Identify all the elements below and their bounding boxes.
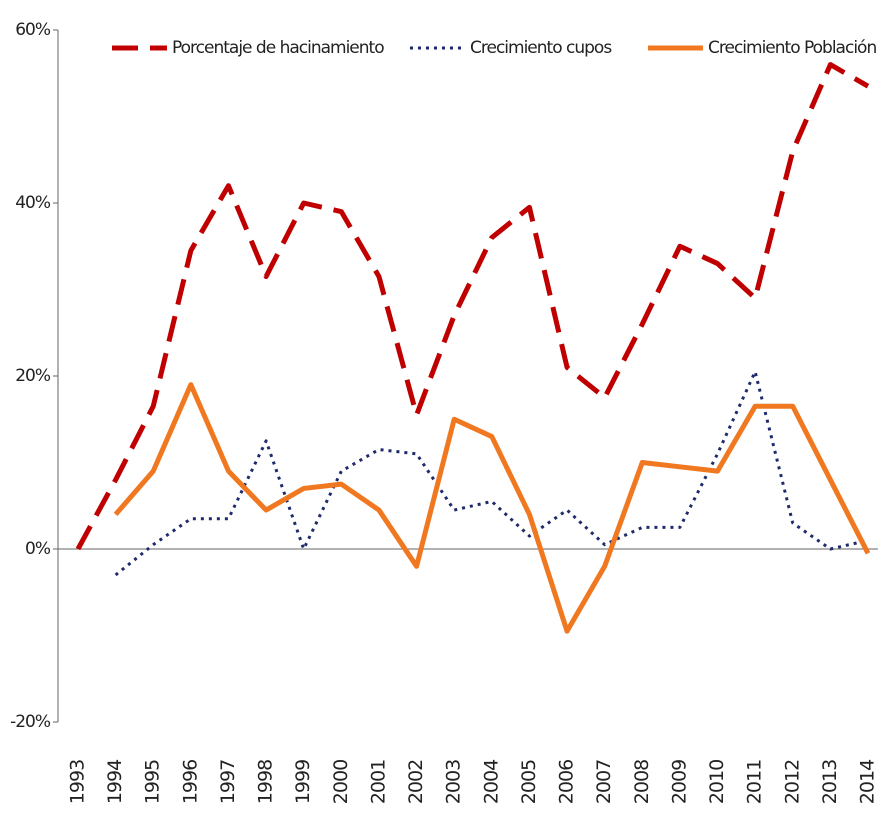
- x-tick-label: 1996: [179, 760, 201, 804]
- x-tick-label: 1994: [104, 759, 126, 804]
- x-tick-label: 1995: [142, 760, 164, 804]
- x-tick-label: 1998: [255, 760, 277, 804]
- x-tick-label: 2012: [781, 760, 803, 804]
- x-tick-label: 2004: [480, 759, 502, 804]
- x-tick-label: 2011: [744, 760, 766, 804]
- y-tick-label: -20%: [10, 712, 51, 732]
- x-tick-label: 2007: [593, 760, 615, 804]
- x-tick-label: 2013: [819, 760, 841, 804]
- x-tick-label: 1993: [67, 760, 89, 804]
- y-tick-label: 60%: [15, 20, 51, 40]
- legend-label: Crecimiento Población: [708, 38, 876, 58]
- x-tick-label: 1999: [292, 760, 314, 804]
- series-line: [75, 62, 870, 551]
- y-tick-label: 40%: [15, 193, 51, 213]
- x-tick-label: 2008: [631, 760, 653, 804]
- legend-label: Crecimiento cupos: [470, 38, 612, 58]
- x-tick-label: 2001: [367, 760, 389, 804]
- x-tick-label: 2002: [405, 760, 427, 804]
- x-tick-label: 2000: [330, 760, 352, 804]
- x-tick-label: 2006: [556, 760, 578, 804]
- y-tick-label: 20%: [15, 366, 51, 386]
- series-line: [114, 370, 869, 577]
- legend-label: Porcentaje de hacinamiento: [172, 38, 384, 58]
- x-tick-label: 1997: [217, 760, 239, 804]
- y-tick-label: 0%: [25, 539, 51, 559]
- x-tick-label: 2014: [857, 759, 879, 804]
- x-tick-label: 2003: [443, 760, 465, 804]
- series-line: [113, 382, 871, 634]
- x-tick-label: 2010: [706, 760, 728, 804]
- x-tick-label: 2005: [518, 760, 540, 804]
- x-tick-label: 2009: [668, 760, 690, 804]
